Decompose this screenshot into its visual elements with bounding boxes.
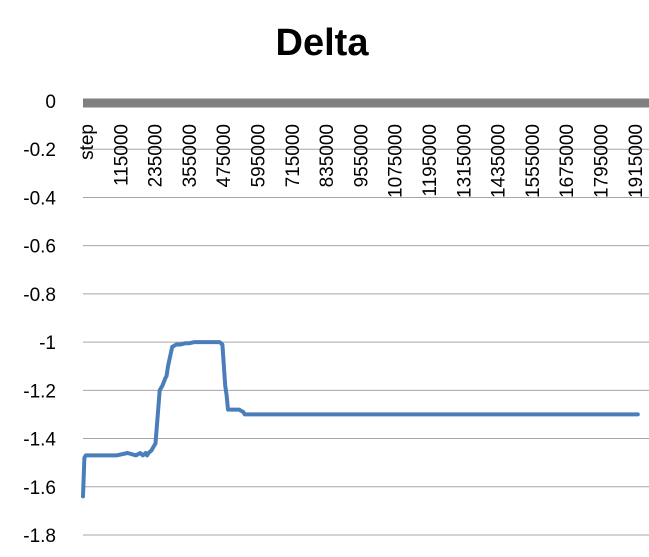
x-tick-label: 1675000 [557, 124, 578, 198]
y-tick-label: -0.6 [23, 237, 56, 258]
y-tick-label: -0.2 [23, 140, 56, 161]
x-tick-label: 355000 [180, 124, 201, 187]
x-tick-label: 475000 [214, 124, 235, 187]
y-tick-label: -0.4 [23, 188, 56, 209]
x-tick-label: 835000 [317, 124, 338, 187]
y-tick-label: -1.2 [23, 381, 56, 402]
x-tick-label: 1315000 [454, 124, 475, 198]
x-tick-label: 1075000 [386, 124, 407, 198]
x-tick-label: 1795000 [592, 124, 613, 198]
x-tick-label: 115000 [111, 124, 132, 186]
x-tick-label: 1915000 [626, 124, 647, 198]
y-tick-label: -0.8 [23, 285, 56, 306]
x-tick-label: 1435000 [489, 124, 510, 198]
y-tick-label: -1.8 [23, 526, 56, 547]
y-tick-label: -1.4 [23, 430, 56, 451]
series-line [81, 340, 640, 499]
x-tick-label: 715000 [283, 124, 304, 187]
x-tick-label: step [77, 124, 98, 160]
y-tick-label: 0 [45, 92, 56, 113]
y-tick-label: -1 [39, 333, 56, 354]
series-layer [81, 340, 640, 499]
y-tick-label: -1.6 [23, 478, 56, 499]
chart-title: Delta [276, 22, 370, 64]
x-tick-label: 955000 [351, 124, 372, 187]
x-tick-label: 1555000 [523, 124, 544, 198]
gridlines [83, 148, 649, 536]
x-tick-label: 1195000 [420, 124, 441, 197]
x-tick-label: 595000 [249, 124, 270, 187]
x-tick-label: 235000 [146, 124, 167, 187]
x-axis-ticks: step 115000 235000 355000 475000 595000 715000… [77, 124, 647, 198]
y-axis-ticks: 0 -0.2 -0.4 -0.6 -0.8 -1 -1.2 -1.4 -1.6 -1.8 [23, 92, 56, 547]
